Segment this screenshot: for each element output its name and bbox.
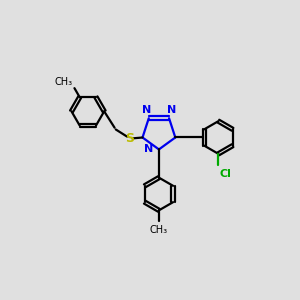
Text: N: N [167, 105, 176, 115]
Text: N: N [142, 105, 151, 115]
Text: CH₃: CH₃ [55, 77, 73, 87]
Text: S: S [125, 133, 134, 146]
Text: Cl: Cl [220, 169, 232, 179]
Text: CH₃: CH₃ [150, 225, 168, 235]
Text: N: N [144, 144, 154, 154]
